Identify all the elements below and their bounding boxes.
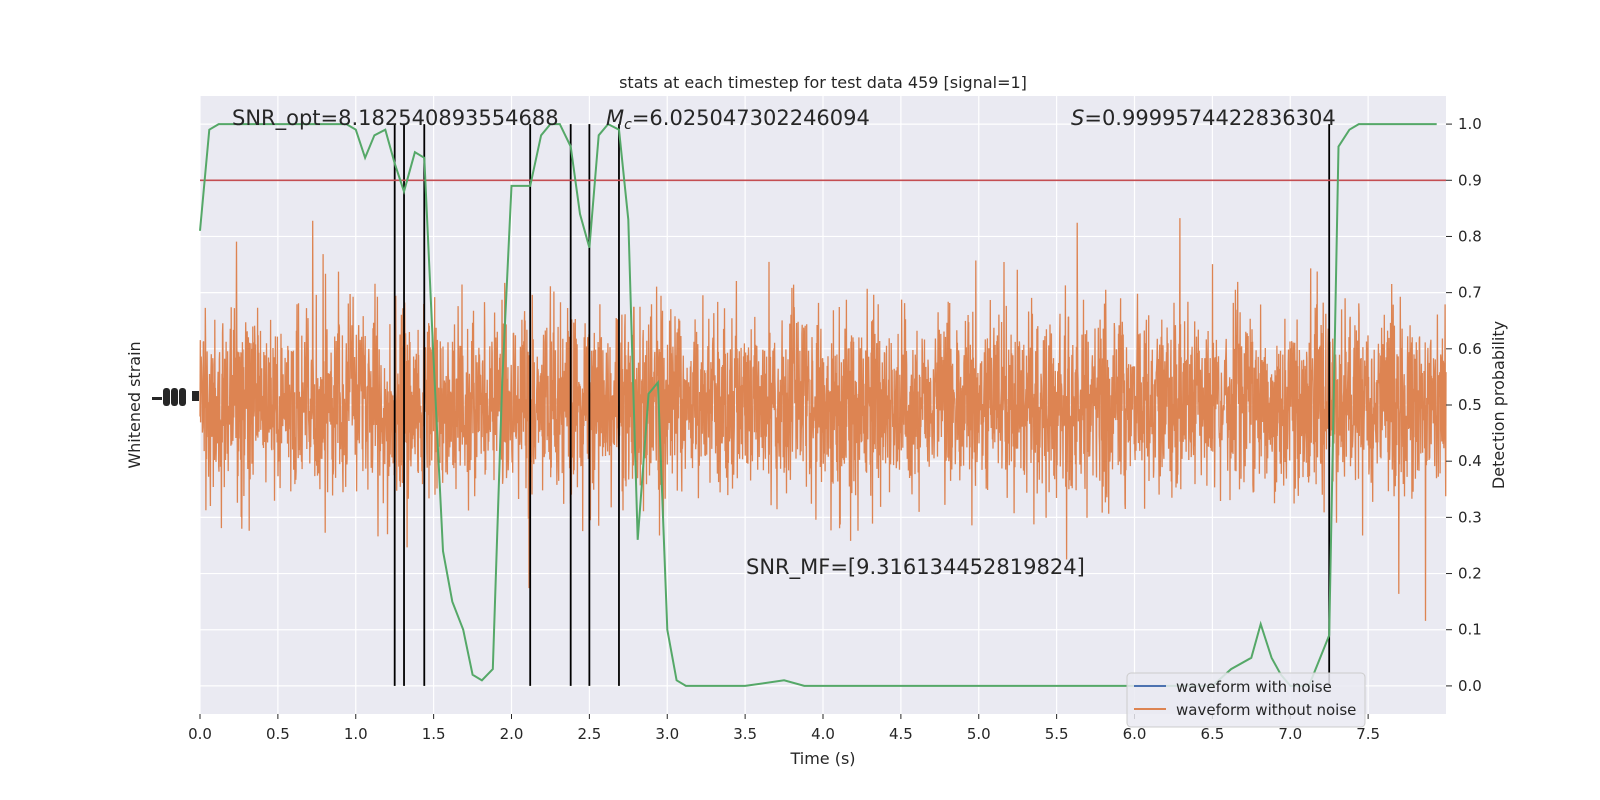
- x-tick-label: 6.5: [1200, 725, 1224, 743]
- chirp-mass-annotation: Mc=6.025047302246094: [606, 106, 870, 133]
- y-tick-label: 0.4: [1458, 452, 1482, 470]
- x-tick-label: 3.0: [655, 725, 679, 743]
- x-tick-label: 2.0: [500, 725, 524, 743]
- x-tick-label: 1.0: [344, 725, 368, 743]
- chart-title: stats at each timestep for test data 459…: [619, 73, 1027, 92]
- event-lines: [393, 124, 1331, 686]
- left-axis-collapsed-ticks: [152, 388, 199, 406]
- x-tick-label: 3.5: [733, 725, 757, 743]
- x-tick-label: 2.5: [577, 725, 601, 743]
- x-tick-label: 4.5: [889, 725, 913, 743]
- x-tick-label: 0.0: [188, 725, 212, 743]
- y-tick-label: 0.8: [1458, 227, 1482, 245]
- y-tick-label: 0.0: [1458, 677, 1482, 695]
- y-tick-label: 0.7: [1458, 284, 1482, 302]
- x-tick-label: 4.0: [811, 725, 835, 743]
- x-tick-label: 1.5: [422, 725, 446, 743]
- x-tick-labels: 0.0 0.5 1.0 1.5 2.0 2.5 3.0 3.5 4.0 4.5 5.0 5.5 6.0 6…: [188, 714, 1380, 743]
- y-tick-label: 0.2: [1458, 565, 1482, 583]
- left-y-axis-label: Whitened strain: [125, 341, 144, 468]
- y-tick-label: 0.5: [1458, 396, 1482, 414]
- probability-line: [199, 122, 1437, 687]
- snr-mf-annotation: SNR_MF=[9.316134452819824]: [746, 555, 1085, 580]
- y-tick-label: 0.3: [1458, 508, 1482, 526]
- legend-box: [1126, 672, 1366, 728]
- legend-label-clean: waveform without noise: [1176, 701, 1356, 719]
- strain-trace-clean: [199, 218, 1447, 621]
- y-tick-label: 1.0: [1458, 115, 1482, 133]
- x-tick-label: 7.0: [1278, 725, 1302, 743]
- y-tick-label: 0.9: [1458, 171, 1482, 189]
- x-tick-label: 6.0: [1123, 725, 1147, 743]
- legend: waveform with noise waveform without noi…: [1126, 672, 1366, 728]
- y-tick-label: 0.6: [1458, 340, 1482, 358]
- snr-opt-annotation: SNR_opt=8.182540893554688: [232, 106, 559, 131]
- s-annotation: S=0.9999574422836304: [1071, 106, 1336, 130]
- right-y-tick-labels: 0.0 0.1 0.2 0.3 0.4 0.5 0.6 0.7 0.8 0.9 1.0: [1446, 115, 1482, 695]
- x-tick-label: 0.5: [266, 725, 290, 743]
- y-tick-label: 0.1: [1458, 621, 1482, 639]
- strain-traces: [199, 218, 1447, 621]
- x-tick-label: 5.5: [1045, 725, 1069, 743]
- x-axis-label: Time (s): [789, 749, 855, 768]
- x-tick-label: 7.5: [1356, 725, 1380, 743]
- right-y-axis-label: Detection probability: [1489, 321, 1508, 489]
- legend-label-noise: waveform with noise: [1176, 678, 1332, 696]
- x-tick-label: 5.0: [967, 725, 991, 743]
